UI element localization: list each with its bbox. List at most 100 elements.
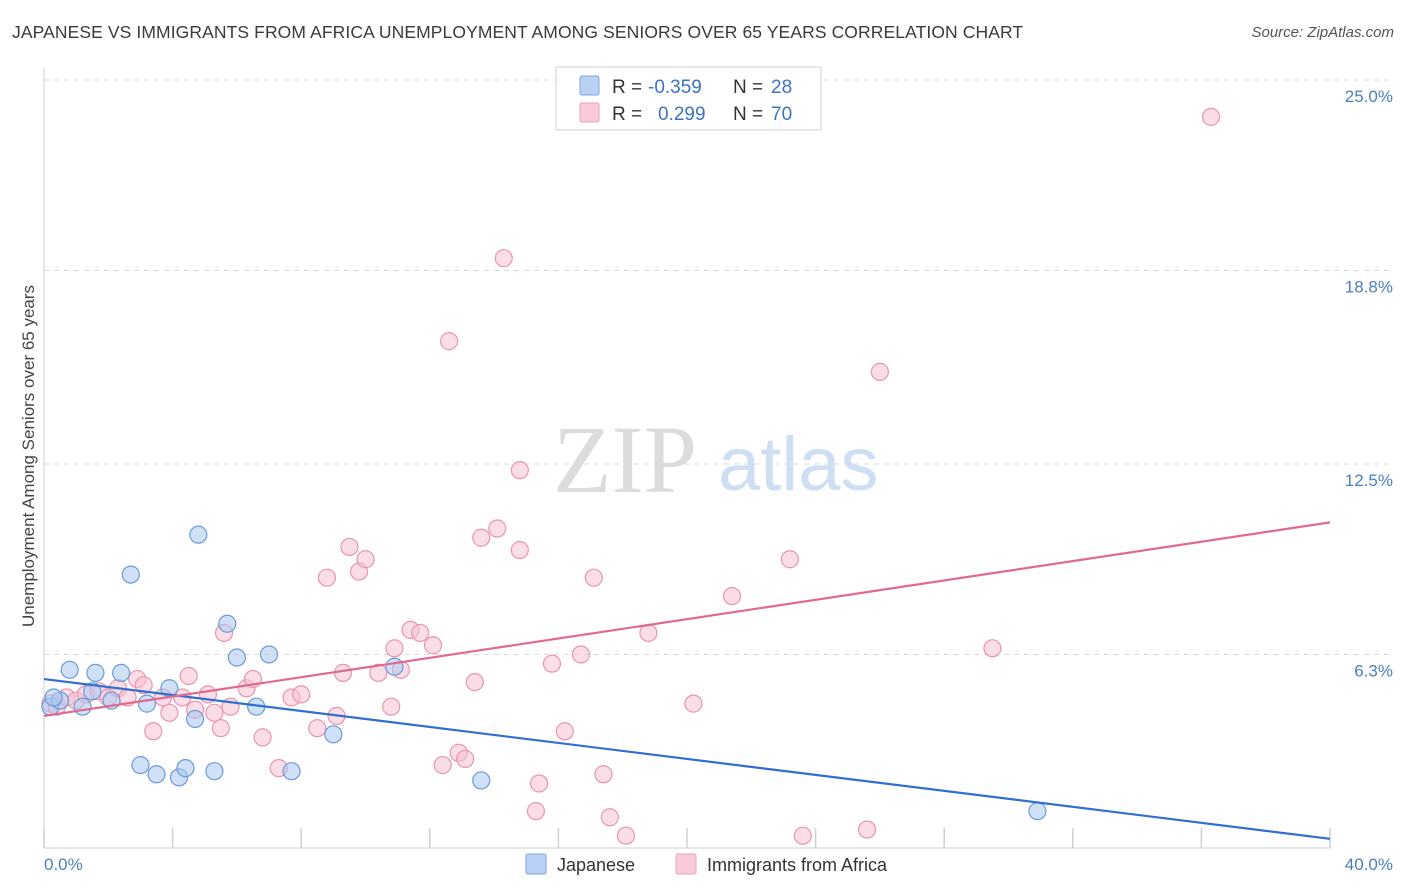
africa-point-52	[530, 774, 549, 793]
africa-point-64	[780, 550, 799, 569]
africa-point-69	[1201, 107, 1221, 126]
japanese-point-25	[472, 771, 491, 790]
japanese-point-18	[218, 614, 237, 633]
japanese-point-21	[259, 645, 279, 664]
y-tick-labels: 6.3% 12.5% 18.8% 25.0%	[1345, 87, 1393, 680]
africa-point-54	[542, 654, 562, 673]
japanese-point-27	[44, 688, 63, 707]
japanese-trend-line	[43, 677, 1331, 840]
africa-point-49	[510, 461, 529, 480]
africa-point-36	[382, 697, 401, 716]
africa-point-19	[211, 719, 230, 738]
bottom-legend-swatch-africa	[675, 853, 697, 875]
africa-point-43	[439, 332, 459, 351]
africa-point-61	[639, 623, 658, 643]
legend-r-label-2: R =	[612, 104, 642, 125]
africa-points	[41, 107, 1221, 845]
africa-point-37	[385, 639, 404, 658]
legend-n-value-1: 28	[771, 77, 792, 98]
legend-r-value-1: -0.359	[648, 77, 702, 98]
africa-point-55	[555, 722, 574, 741]
y-tick-label-3: 25.0%	[1345, 87, 1393, 106]
japanese-point-26	[1028, 802, 1047, 821]
x-tick-label-1: 40.0%	[1345, 855, 1393, 874]
africa-point-50	[510, 540, 529, 560]
japanese-point-15	[186, 709, 205, 729]
africa-point-13	[160, 703, 179, 722]
japanese-point-2	[60, 660, 79, 679]
africa-point-28	[308, 719, 327, 738]
africa-point-18	[205, 703, 224, 722]
africa-point-57	[584, 568, 603, 587]
grid-lines	[44, 79, 1390, 655]
japanese-point-11	[147, 765, 166, 784]
africa-point-58	[594, 765, 613, 784]
chart-title: JAPANESE VS IMMIGRANTS FROM AFRICA UNEMP…	[12, 22, 1024, 42]
japanese-point-5	[86, 663, 105, 682]
africa-point-60	[616, 826, 636, 845]
source-label: Source: ZipAtlas.com	[1251, 24, 1394, 41]
japanese-point-3	[73, 697, 92, 716]
japanese-point-19	[227, 648, 246, 667]
legend-swatch-africa	[579, 102, 600, 123]
legend-r-value-2: 0.299	[658, 104, 706, 125]
watermark-atlas: atlas	[718, 422, 879, 507]
africa-point-63	[722, 586, 742, 606]
africa-point-32	[340, 537, 359, 557]
legend-swatch-japanese	[579, 75, 600, 96]
japanese-point-22	[282, 762, 301, 781]
japanese-points	[41, 525, 1047, 821]
africa-point-46	[465, 673, 484, 692]
japanese-point-24	[385, 657, 404, 676]
bottom-legend-swatch-japanese	[525, 853, 547, 875]
africa-point-15	[179, 666, 198, 686]
africa-point-47	[472, 528, 491, 547]
africa-point-27	[292, 685, 311, 704]
africa-point-51	[488, 519, 507, 538]
africa-point-10	[134, 676, 153, 695]
africa-point-68	[983, 639, 1002, 658]
japanese-point-16	[189, 525, 208, 544]
legend: R = -0.359 N = 28 R = 0.299 N = 70	[555, 66, 822, 131]
bottom-legend-africa: Immigrants from Africa	[707, 855, 888, 875]
japanese-point-9	[131, 755, 150, 775]
africa-point-11	[144, 722, 163, 741]
japanese-point-8	[121, 565, 140, 584]
africa-point-29	[317, 568, 337, 587]
japanese-point-23	[324, 725, 343, 744]
africa-point-34	[356, 550, 375, 569]
bottom-legend: Japanese Immigrants from Africa	[525, 853, 888, 875]
japanese-point-4	[83, 682, 102, 701]
africa-point-42	[433, 755, 452, 775]
africa-point-56	[571, 645, 591, 664]
legend-n-label-1: N =	[733, 77, 763, 98]
japanese-point-10	[137, 694, 156, 713]
watermark-zip: ZIP	[553, 406, 697, 513]
japanese-point-14	[176, 759, 195, 778]
y-tick-label-0: 6.3%	[1354, 661, 1393, 680]
axes	[43, 68, 1331, 849]
y-axis-label: Unemployment Among Seniors over 65 years	[19, 285, 38, 627]
africa-point-62	[684, 694, 703, 713]
africa-point-41	[423, 636, 443, 655]
africa-point-67	[870, 362, 890, 381]
africa-point-53	[526, 802, 545, 821]
legend-n-label-2: N =	[733, 104, 763, 125]
bottom-legend-japanese: Japanese	[557, 855, 635, 875]
africa-point-40	[411, 623, 430, 643]
africa-point-65	[793, 826, 812, 845]
africa-point-48	[494, 249, 513, 268]
x-tick-labels: 0.0% 40.0%	[44, 855, 1393, 874]
africa-trend-line	[43, 521, 1331, 717]
y-tick-label-1: 12.5%	[1345, 471, 1393, 490]
legend-r-label-1: R =	[612, 77, 642, 98]
africa-point-45	[456, 749, 475, 769]
y-tick-label-2: 18.8%	[1345, 277, 1393, 296]
africa-point-66	[857, 820, 877, 839]
africa-point-35	[369, 663, 388, 682]
x-tick-label-0: 0.0%	[44, 855, 83, 874]
africa-point-59	[600, 808, 619, 827]
africa-point-24	[253, 728, 272, 747]
trend-lines	[43, 521, 1331, 840]
